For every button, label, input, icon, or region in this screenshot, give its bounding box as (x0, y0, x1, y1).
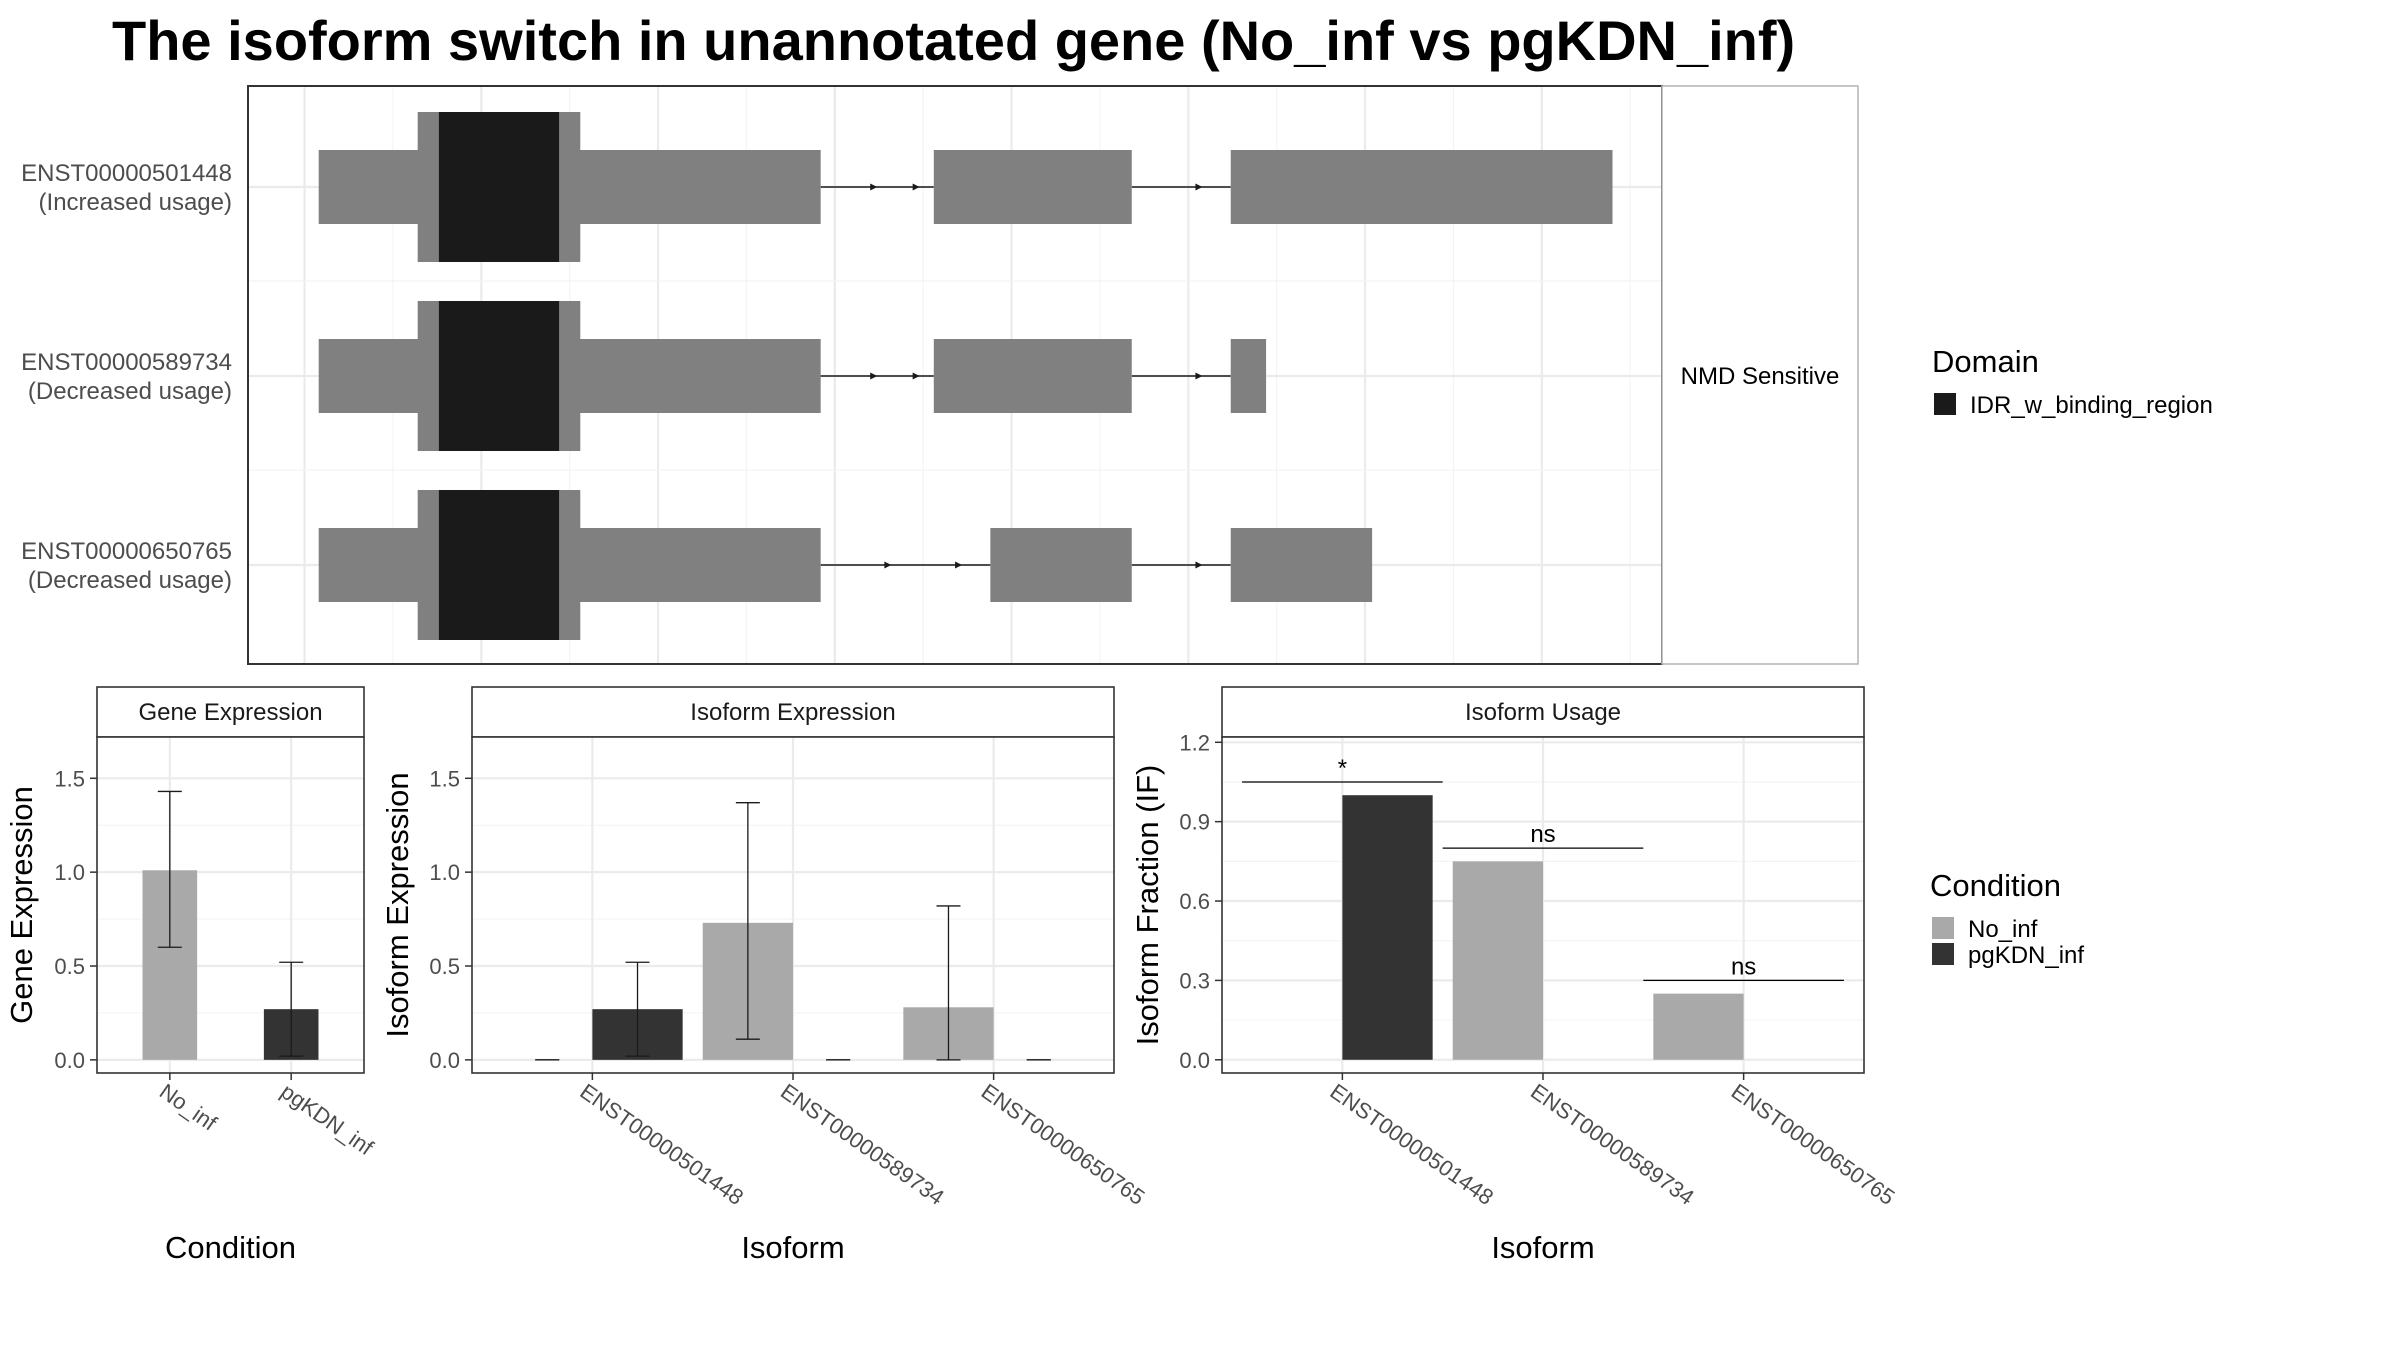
exon-box (933, 150, 1132, 224)
panel-strip-label: Isoform Expression (690, 699, 895, 726)
x-tick-label: pgKDN_inf (276, 1079, 378, 1161)
condition-legend-swatch-pgkdn-inf (1932, 943, 1954, 965)
significance-label: * (1338, 755, 1347, 782)
y-tick-label: 0.3 (1179, 968, 1210, 993)
y-tick-label: 0.0 (1179, 1048, 1210, 1073)
y-tick-label: 1.2 (1179, 730, 1210, 755)
y-tick-label: 1.5 (54, 766, 85, 791)
y-axis-title: Gene Expression (4, 786, 39, 1024)
condition-legend-swatch-no-inf (1932, 917, 1954, 939)
y-tick-label: 0.5 (429, 954, 460, 979)
panel-strip-label: Isoform Usage (1465, 699, 1621, 726)
transcript-usage-label: (Decreased usage) (28, 567, 232, 594)
intron-arrow (884, 561, 892, 569)
y-tick-label: 0.0 (54, 1048, 85, 1073)
domain-box (438, 490, 560, 640)
exon-box (1230, 339, 1267, 413)
bar-pgKDN_inf (1342, 795, 1433, 1060)
panel-strip (471, 686, 1115, 738)
x-tick-label: ENST00000650765 (977, 1079, 1150, 1210)
significance-label: ns (1530, 821, 1555, 848)
intron-arrow (1195, 372, 1203, 380)
structure-facet-strip (1661, 85, 1859, 665)
condition-legend-label-no-inf: No_inf (1968, 916, 2038, 943)
transcript-usage-label: (Increased usage) (39, 189, 232, 216)
x-axis-title: Condition (165, 1230, 296, 1265)
transcript-id-label: ENST00000501448 (21, 160, 232, 187)
condition-legend: Condition No_inf pgKDN_inf (1930, 868, 2084, 969)
intron-arrow (955, 561, 963, 569)
x-tick-label: ENST00000589734 (776, 1079, 949, 1210)
y-tick-label: 0.6 (1179, 889, 1210, 914)
y-tick-label: 0.9 (1179, 810, 1210, 835)
x-tick-label: ENST00000501448 (576, 1079, 749, 1210)
intron-arrow (1195, 183, 1203, 191)
y-tick-label: 0.5 (54, 954, 85, 979)
intron-arrow (912, 183, 920, 191)
exon-box (1230, 150, 1613, 224)
panel-strip (96, 686, 365, 738)
isoform-expression-panel: Isoform Expression 0.0 0.5 1.0 1.5 ENST000005… (380, 686, 1150, 1265)
panel-strip-label: Gene Expression (138, 699, 322, 726)
bar-No_inf (1653, 993, 1744, 1060)
condition-legend-label-pgkdn-inf: pgKDN_inf (1968, 942, 2084, 969)
panel-strip (1221, 686, 1865, 738)
y-axis-title: Isoform Expression (380, 772, 415, 1037)
exon-box (990, 528, 1132, 602)
y-tick-label: 1.5 (429, 766, 460, 791)
panel-bg (97, 737, 364, 1073)
panel-border (96, 736, 365, 1074)
intron-arrow (1195, 561, 1203, 569)
x-tick-label: ENST00000650765 (1727, 1079, 1900, 1210)
condition-legend-title: Condition (1930, 868, 2061, 903)
intron-arrow (870, 183, 878, 191)
domain-box (438, 301, 560, 451)
domain-legend-label: IDR_w_binding_region (1970, 392, 2213, 419)
domain-legend: Domain IDR_w_binding_region (1932, 344, 2213, 419)
transcript-structure-panel: ENST00000501448(Increased usage) ENST0000… (21, 85, 1859, 665)
exon-box (1230, 528, 1373, 602)
y-axis-title: Isoform Fraction (IF) (1130, 765, 1165, 1046)
gene-expression-panel: Gene Expression 0.0 0.5 1.0 1.5 No_inf pgKDN_i… (4, 686, 379, 1265)
y-tick-label: 0.0 (429, 1048, 460, 1073)
x-tick-label: ENST00000589734 (1526, 1079, 1699, 1210)
y-tick-label: 1.0 (54, 860, 85, 885)
intron-arrow (912, 372, 920, 380)
domain-legend-swatch (1934, 393, 1956, 415)
intron-arrow (870, 372, 878, 380)
domain-box (438, 112, 560, 262)
structure-facet-label: NMD Sensitive (1681, 363, 1840, 390)
x-tick-label: ENST00000501448 (1326, 1079, 1499, 1210)
exon-box (933, 339, 1132, 413)
transcript-usage-label: (Decreased usage) (28, 378, 232, 405)
figure-title: The isoform switch in unannotated gene (… (112, 9, 1795, 72)
isoform-usage-panel: Isoform Usage 0.0 0.3 0.6 0.9 1.2 * ns ns ENST000… (1130, 686, 1900, 1265)
significance-label: ns (1731, 953, 1756, 980)
x-tick-label: No_inf (155, 1079, 222, 1136)
transcript-id-label: ENST00000650765 (21, 538, 232, 565)
bar-No_inf (1452, 861, 1543, 1060)
y-tick-label: 1.0 (429, 860, 460, 885)
x-axis-title: Isoform (1491, 1230, 1594, 1265)
x-axis-title: Isoform (741, 1230, 844, 1265)
transcript-id-label: ENST00000589734 (21, 349, 232, 376)
domain-legend-title: Domain (1932, 344, 2039, 379)
